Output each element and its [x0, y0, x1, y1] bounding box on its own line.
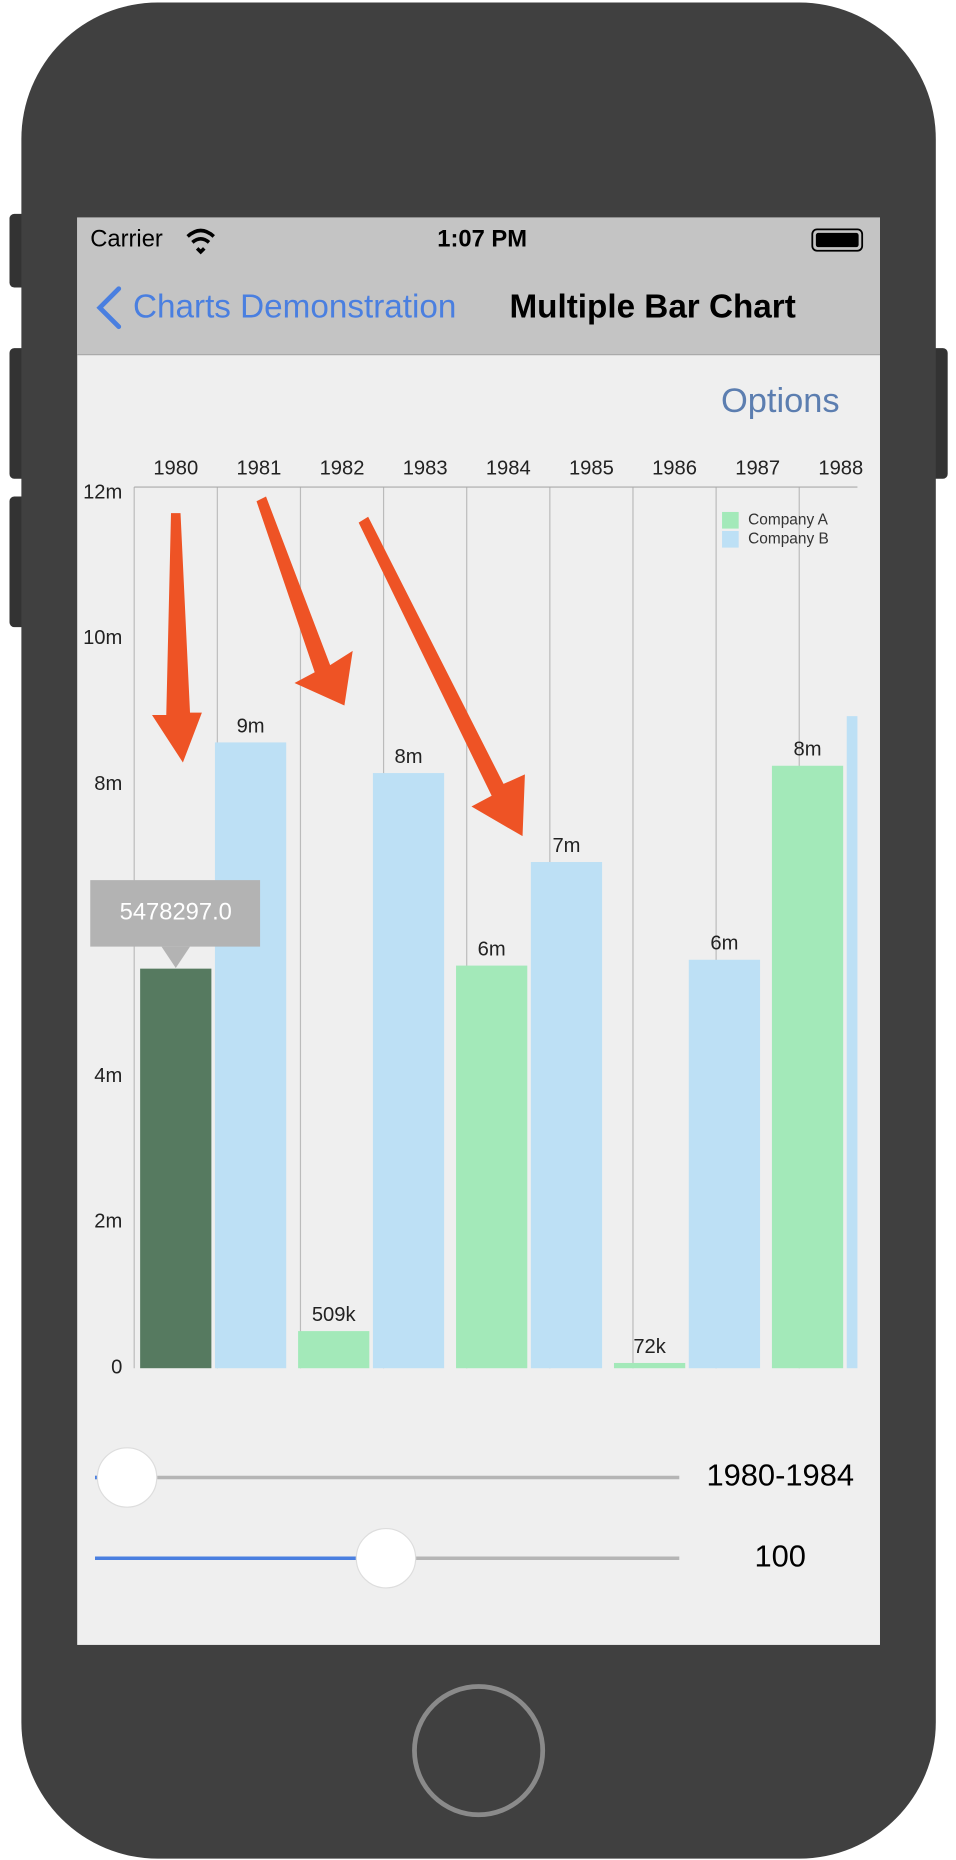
- x-axis-label: 1981: [236, 458, 281, 480]
- bar: [298, 1331, 370, 1369]
- data-label: 8m: [794, 739, 822, 761]
- data-label: 72k: [633, 1336, 666, 1358]
- y-tick-label: 10m: [83, 627, 122, 649]
- arrow: [358, 516, 525, 837]
- tooltip: [90, 880, 261, 947]
- bar: [140, 968, 212, 1369]
- bar: [771, 765, 844, 1369]
- x-axis-label: 1986: [652, 458, 697, 480]
- wifi-icon: [186, 228, 215, 255]
- data-label: 509k: [312, 1304, 357, 1326]
- slider-label: 100: [754, 1538, 806, 1573]
- x-axis-label: 1985: [569, 458, 614, 480]
- slider-thumb[interactable]: [355, 1527, 417, 1589]
- x-axis-label: 1984: [486, 458, 531, 480]
- bar: [372, 773, 445, 1369]
- home-button[interactable]: [412, 1684, 546, 1818]
- nav-bar: [77, 217, 880, 355]
- tooltip-pointer: [161, 946, 191, 969]
- x-axis-label: 1983: [403, 458, 448, 480]
- y-tick-label: 12m: [83, 481, 122, 503]
- nav-title: Multiple Bar Chart: [509, 289, 795, 326]
- bar: [846, 716, 858, 1369]
- legend-label: Company A: [748, 511, 828, 528]
- y-tick-label: 0: [111, 1357, 122, 1379]
- slider-thumb[interactable]: [96, 1447, 158, 1508]
- data-label: 6m: [478, 938, 506, 960]
- x-axis-label: 1988: [818, 458, 863, 480]
- arrow: [152, 513, 202, 763]
- back-chevron[interactable]: [96, 286, 122, 330]
- slider-label: 1980-1984: [706, 1458, 854, 1493]
- legend-swatch: [722, 511, 739, 529]
- x-axis-label: 1982: [320, 458, 365, 480]
- plot-area: 9m 509k 8m 6m 7m 72k 6m 8m: [140, 715, 858, 1369]
- arrow: [256, 496, 353, 706]
- data-label: 6m: [710, 933, 738, 955]
- bar: [613, 1362, 686, 1369]
- data-label: 8m: [395, 746, 423, 768]
- legend-swatch: [722, 530, 739, 548]
- time: 1:07 PM: [437, 225, 527, 252]
- back-button[interactable]: Charts Demonstration: [133, 289, 456, 326]
- x-axis-label: 1987: [735, 458, 780, 480]
- y-tick-label: 4m: [94, 1065, 122, 1087]
- annotation-arrows: [152, 496, 525, 837]
- options-button[interactable]: Options: [721, 382, 840, 420]
- bar: [214, 742, 287, 1369]
- battery: [811, 228, 864, 252]
- data-label: 9m: [237, 715, 265, 737]
- y-tick-label: 8m: [94, 773, 122, 795]
- legend-label: Company B: [748, 530, 829, 547]
- bar: [530, 862, 603, 1369]
- data-label: 7m: [552, 835, 580, 857]
- y-tick-label: 2m: [94, 1211, 122, 1233]
- x-axis-label: 1980: [153, 458, 198, 480]
- battery-level: [815, 232, 859, 248]
- bar: [688, 959, 761, 1369]
- bar: [456, 965, 528, 1369]
- carrier: Carrier: [90, 225, 163, 252]
- tooltip-text: 5478297.0: [120, 899, 232, 926]
